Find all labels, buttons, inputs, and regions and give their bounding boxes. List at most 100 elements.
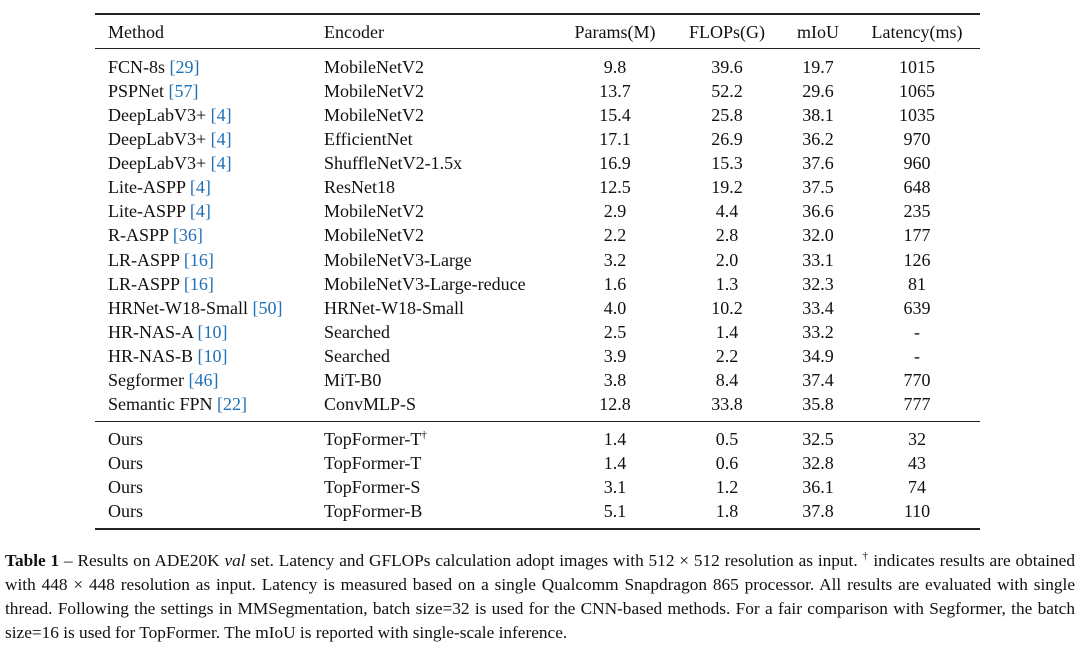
encoder-cell: Searched xyxy=(324,321,390,343)
encoder-name: EfficientNet xyxy=(324,129,413,150)
params-cell: 1.6 xyxy=(603,273,627,294)
method-name: HRNet-W18-Small xyxy=(108,297,248,318)
method-cell: Ours xyxy=(108,452,143,474)
method-name: Semantic FPN xyxy=(108,393,213,414)
caption-label: Table 1 xyxy=(5,551,60,570)
latency-cell: - xyxy=(914,321,920,342)
latency-cell: 639 xyxy=(903,297,931,318)
miou-cell: 32.5 xyxy=(802,429,834,449)
top-rule xyxy=(95,13,980,15)
encoder-cell: ConvMLP-S xyxy=(324,393,416,415)
miou-cell: 33.2 xyxy=(802,321,834,342)
miou-cell: 33.4 xyxy=(802,297,834,318)
encoder-name: HRNet-W18-Small xyxy=(324,297,464,318)
encoder-name: TopFormer-T xyxy=(324,429,422,449)
citation: [22] xyxy=(217,393,248,414)
method-name: HR-NAS-A xyxy=(108,321,194,342)
method-name: FCN-8s xyxy=(108,57,166,77)
citation: [50] xyxy=(252,297,283,318)
miou-cell: 33.1 xyxy=(802,249,834,270)
citation: [10] xyxy=(197,321,228,342)
miou-cell: 32.0 xyxy=(802,225,834,246)
miou-cell: 37.8 xyxy=(802,501,834,522)
citation: [4] xyxy=(189,177,211,198)
flops-cell: 19.2 xyxy=(711,177,743,198)
miou-cell: 37.6 xyxy=(802,153,834,174)
encoder-cell: MobileNetV2 xyxy=(324,104,424,126)
flops-cell: 4.4 xyxy=(715,201,739,222)
caption-text: indicates results are obtained with 448 … xyxy=(5,551,1075,642)
caption-text: val xyxy=(224,551,246,570)
flops-cell: 25.8 xyxy=(711,105,743,126)
miou-cell: 36.6 xyxy=(802,201,834,222)
miou-cell: 37.5 xyxy=(802,177,834,198)
latency-cell: 126 xyxy=(903,249,931,270)
encoder-name: TopFormer-S xyxy=(324,477,421,498)
encoder-cell: TopFormer-B xyxy=(324,500,422,522)
citation: [4] xyxy=(210,153,232,174)
citation: [29] xyxy=(169,57,200,77)
citation: [16] xyxy=(183,249,214,270)
method-name: LR-ASPP xyxy=(108,249,180,270)
footnote-mark: † xyxy=(421,429,427,441)
params-cell: 15.4 xyxy=(599,105,631,126)
latency-cell: 1035 xyxy=(899,105,935,126)
method-cell: HR-NAS-B [10] xyxy=(108,345,228,367)
method-cell: PSPNet [57] xyxy=(108,80,199,102)
method-cell: HR-NAS-A [10] xyxy=(108,321,228,343)
encoder-name: Searched xyxy=(324,321,390,342)
flops-cell: 2.0 xyxy=(715,249,739,270)
method-name: DeepLabV3+ xyxy=(108,153,207,174)
citation: [4] xyxy=(210,105,232,126)
params-cell: 3.1 xyxy=(603,477,627,498)
citation: [46] xyxy=(188,369,219,390)
method-cell: Semantic FPN [22] xyxy=(108,393,247,415)
encoder-cell: ResNet18 xyxy=(324,176,395,198)
encoder-cell: TopFormer-T xyxy=(324,452,421,474)
params-cell: 1.4 xyxy=(603,453,627,474)
latency-cell: 648 xyxy=(903,177,931,198)
latency-cell: 1015 xyxy=(899,57,935,77)
encoder-name: ResNet18 xyxy=(324,177,395,198)
latency-cell: 960 xyxy=(903,153,931,174)
latency-cell: 74 xyxy=(908,477,926,498)
method-name: HR-NAS-B xyxy=(108,345,194,366)
encoder-cell: MobileNetV3-Large xyxy=(324,249,472,271)
method-cell: DeepLabV3+ [4] xyxy=(108,128,232,150)
flops-cell: 39.6 xyxy=(711,57,743,77)
column-header: Params(M) xyxy=(574,22,656,42)
encoder-name: MobileNetV2 xyxy=(324,105,424,126)
encoder-cell: MobileNetV2 xyxy=(324,80,424,102)
params-cell: 9.8 xyxy=(603,57,627,77)
params-cell: 2.9 xyxy=(603,201,627,222)
encoder-cell: TopFormer-T† xyxy=(324,428,427,450)
latency-cell: 32 xyxy=(908,429,926,449)
latency-cell: 177 xyxy=(903,225,931,246)
miou-cell: 32.3 xyxy=(802,273,834,294)
method-name: LR-ASPP xyxy=(108,273,180,294)
latency-cell: - xyxy=(914,345,920,366)
column-header: Latency(ms) xyxy=(871,22,963,42)
method-cell: R-ASPP [36] xyxy=(108,224,203,246)
miou-cell: 32.8 xyxy=(802,453,834,474)
encoder-name: TopFormer-B xyxy=(324,501,423,522)
params-cell: 2.2 xyxy=(603,225,627,246)
method-name: Ours xyxy=(108,429,143,449)
column-header: Method xyxy=(108,22,164,42)
miou-cell: 38.1 xyxy=(802,105,834,126)
latency-cell: 777 xyxy=(903,393,931,414)
encoder-cell: MobileNetV2 xyxy=(324,200,424,222)
latency-cell: 110 xyxy=(903,501,931,522)
encoder-cell: MiT-B0 xyxy=(324,369,381,391)
method-name: Lite-ASPP xyxy=(108,201,186,222)
miou-cell: 34.9 xyxy=(802,345,834,366)
flops-cell: 0.5 xyxy=(715,429,739,449)
encoder-cell: ShuffleNetV2-1.5x xyxy=(324,152,462,174)
params-cell: 3.2 xyxy=(603,249,627,270)
encoder-name: MobileNetV2 xyxy=(324,225,424,246)
params-cell: 1.4 xyxy=(603,429,627,449)
method-name: Lite-ASPP xyxy=(108,177,186,198)
flops-cell: 26.9 xyxy=(711,129,743,150)
encoder-name: TopFormer-T xyxy=(324,453,422,474)
miou-cell: 29.6 xyxy=(802,81,834,102)
